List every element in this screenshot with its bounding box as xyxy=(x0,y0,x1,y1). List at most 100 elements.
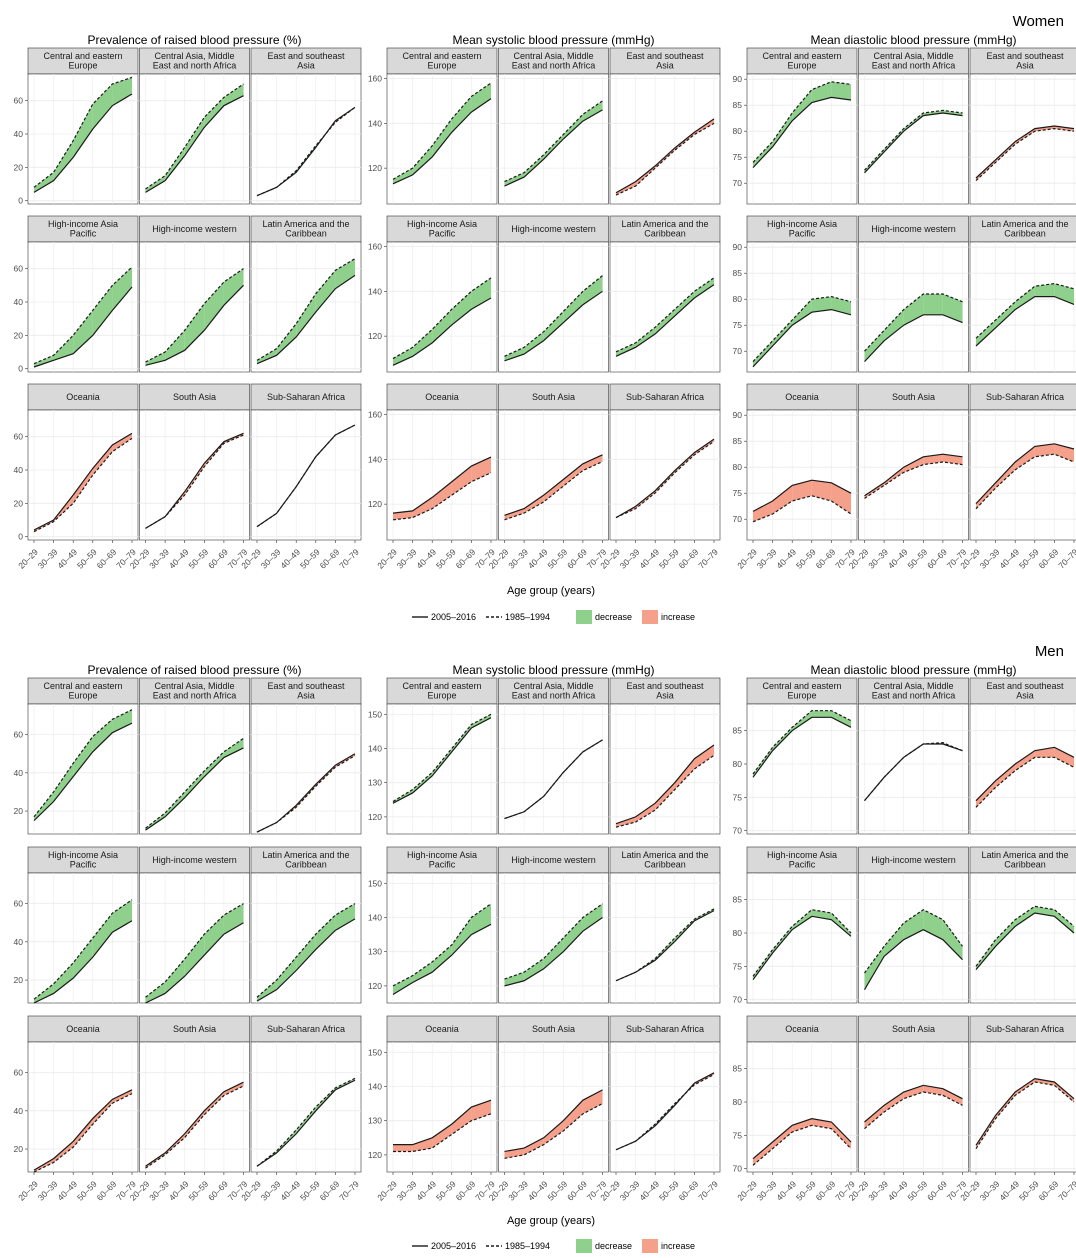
plot-area xyxy=(27,872,139,1004)
x-tick-label: 40–49 xyxy=(526,1179,550,1203)
series-line-2005-2016 xyxy=(864,743,963,802)
facet-strip xyxy=(858,846,969,874)
plot-area xyxy=(386,241,498,373)
y-tick-label: 130 xyxy=(368,947,382,957)
series-line-2005-2016 xyxy=(392,456,492,514)
ribbon-decrease xyxy=(34,172,54,193)
ribbon-decrease xyxy=(1034,283,1055,297)
facet-title: High-income Asia xyxy=(48,219,118,229)
x-tick-label: 50–59 xyxy=(75,1179,99,1203)
plot-area xyxy=(386,703,498,835)
y-tick-label: 60 xyxy=(14,432,24,442)
facet-strip xyxy=(858,47,969,75)
facet-title: Pacific xyxy=(70,860,97,870)
plot-area xyxy=(250,703,362,835)
x-tick-label: 60–69 xyxy=(814,1179,838,1203)
x-tick-label: 30–39 xyxy=(866,547,890,571)
y-tick-label: 80 xyxy=(733,126,743,136)
facet-strip xyxy=(498,383,609,411)
y-tick-label: 90 xyxy=(733,74,743,84)
y-tick-label: 40 xyxy=(14,129,24,139)
facet-strip xyxy=(609,47,721,75)
y-tick-label: 90 xyxy=(733,242,743,252)
facet-title: East and north Africa xyxy=(872,61,956,71)
ribbon-increase xyxy=(903,1085,924,1099)
ribbon-decrease xyxy=(204,282,224,331)
x-tick-label: 30–39 xyxy=(618,547,642,571)
ribbon-decrease xyxy=(942,294,963,323)
facet-strip xyxy=(386,47,498,75)
series-line-2005-2016 xyxy=(752,1118,852,1160)
metric-title: Mean systolic blood pressure (mmHg) xyxy=(452,33,654,47)
series-line-2005-2016 xyxy=(33,920,133,1004)
x-tick-label: 40–49 xyxy=(278,547,302,571)
metric-title: Mean systolic blood pressure (mmHg) xyxy=(452,663,654,677)
y-tick-label: 75 xyxy=(733,792,743,802)
ribbon-increase xyxy=(543,479,564,502)
ribbon-decrease xyxy=(165,330,185,361)
x-tick-label: 20–29 xyxy=(735,1179,759,1203)
ribbon-increase xyxy=(471,457,491,482)
y-tick-label: 0 xyxy=(18,196,23,206)
facet-panel-high-income-western: High-income western xyxy=(498,215,609,373)
series-line-1985-1994 xyxy=(975,453,1075,510)
facet-strip xyxy=(250,383,362,411)
facet-title: Europe xyxy=(427,61,456,71)
ribbon-decrease xyxy=(923,294,943,315)
plot-area xyxy=(250,73,362,205)
ribbon-decrease xyxy=(811,710,832,718)
ribbon-decrease xyxy=(204,915,224,956)
facet-title: Europe xyxy=(68,61,97,71)
ribbon-increase xyxy=(923,454,943,465)
series-line-2005-2016 xyxy=(752,308,852,368)
x-tick-label: 60–69 xyxy=(95,547,119,571)
y-tick-label: 40 xyxy=(14,937,24,947)
ribbon-increase xyxy=(976,780,996,808)
plot-area xyxy=(969,703,1076,835)
legend-decrease-label: decrease xyxy=(595,1241,632,1251)
facet-title: Oceania xyxy=(425,1024,459,1034)
facet-title: Pacific xyxy=(789,860,816,870)
x-tick-label: 20–29 xyxy=(16,547,40,571)
facet-title: Asia xyxy=(297,691,315,701)
plot-area xyxy=(609,703,721,835)
facet-panel-oceania: Oceania020406020–2930–3940–4950–5960–697… xyxy=(14,383,139,571)
x-tick-label: 30–39 xyxy=(866,1179,890,1203)
ribbon-increase xyxy=(694,745,714,769)
series-line-2005-2016 xyxy=(256,424,356,528)
facet-strip xyxy=(969,383,1076,411)
ribbon-decrease xyxy=(582,903,603,932)
x-tick-label: 30–39 xyxy=(506,1179,530,1203)
y-tick-label: 85 xyxy=(733,436,743,446)
ribbon-increase xyxy=(616,816,636,828)
y-tick-label: 85 xyxy=(733,268,743,278)
facet-strip xyxy=(498,215,609,243)
x-tick-label: 50–59 xyxy=(657,547,681,571)
series-line-2005-2016 xyxy=(393,1099,492,1146)
ribbon-decrease xyxy=(504,172,525,187)
legend-dashed-label: 1985–1994 xyxy=(505,612,550,622)
y-tick-label: 70 xyxy=(733,514,743,524)
x-tick-label: 40–49 xyxy=(55,1179,79,1203)
ribbon-decrease xyxy=(257,348,277,364)
ribbon-increase xyxy=(884,1092,904,1112)
facet-strip xyxy=(498,1015,609,1043)
y-tick-label: 0 xyxy=(18,532,23,542)
facet-title: East and southeast xyxy=(986,51,1064,61)
ribbon-increase xyxy=(563,1100,583,1131)
y-tick-label: 120 xyxy=(368,331,382,341)
facet-title: High-income western xyxy=(152,224,237,234)
sex-label: Women xyxy=(1013,13,1064,30)
ribbon-decrease xyxy=(524,331,544,355)
series-line-2005-2016 xyxy=(145,95,244,193)
x-tick-label: 50–59 xyxy=(186,1179,210,1203)
ribbon-decrease xyxy=(315,270,336,312)
ribbon-decrease xyxy=(432,944,452,973)
series-line-2005-2016 xyxy=(256,274,356,365)
